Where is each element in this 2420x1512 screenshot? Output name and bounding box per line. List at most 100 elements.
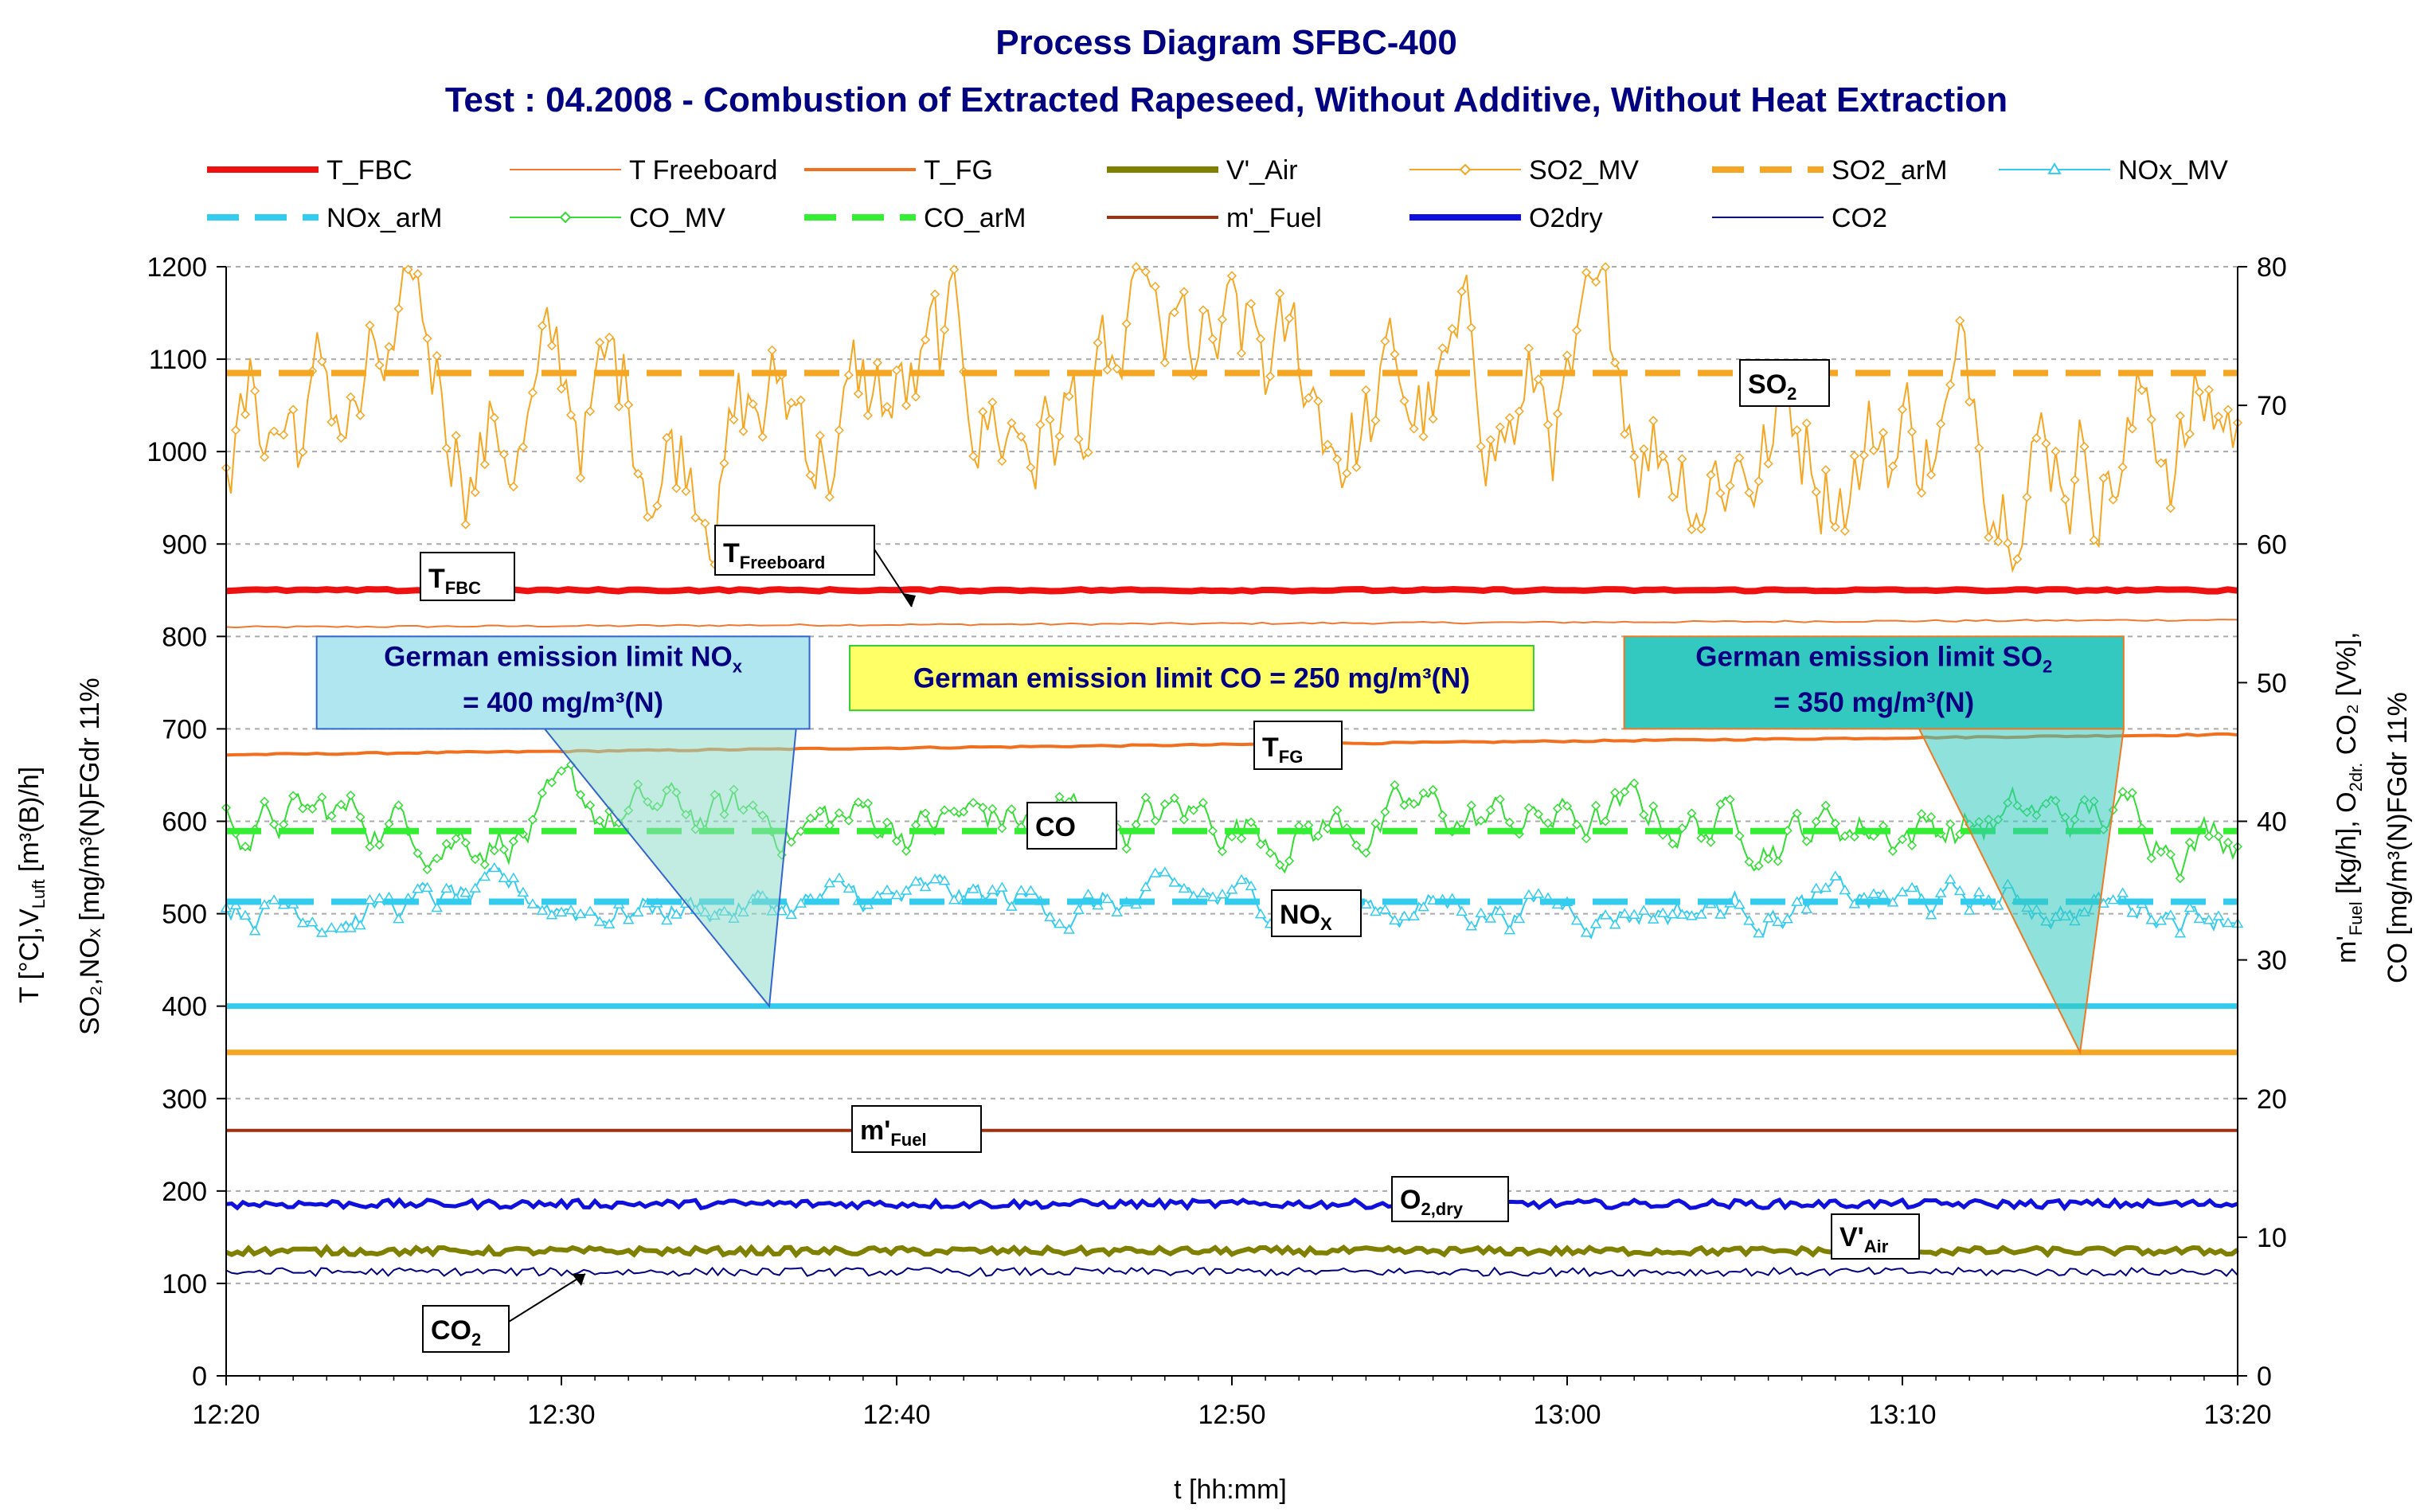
data-point bbox=[1791, 896, 1804, 906]
data-point bbox=[432, 350, 442, 361]
data-point bbox=[1897, 404, 1908, 415]
data-point bbox=[1984, 532, 1994, 542]
annotation-box bbox=[851, 1105, 982, 1153]
data-point bbox=[1763, 854, 1773, 865]
data-point bbox=[1974, 443, 1984, 453]
data-point bbox=[1044, 911, 1056, 921]
data-point bbox=[1390, 349, 1400, 359]
data-point bbox=[767, 345, 777, 355]
data-point bbox=[614, 401, 624, 412]
data-point bbox=[1753, 861, 1764, 871]
series-co2 bbox=[225, 1266, 2238, 1278]
data-point bbox=[1265, 848, 1276, 858]
data-point bbox=[1753, 476, 1764, 486]
data-point bbox=[555, 906, 568, 916]
data-point bbox=[1092, 899, 1104, 910]
data-point bbox=[1217, 846, 1228, 857]
data-point bbox=[1639, 443, 1649, 455]
data-point bbox=[1618, 908, 1631, 918]
data-point bbox=[459, 887, 472, 897]
data-point bbox=[948, 894, 960, 904]
data-point bbox=[508, 482, 518, 492]
data-point bbox=[1140, 881, 1152, 892]
data-point bbox=[537, 787, 548, 799]
data-point bbox=[393, 912, 405, 924]
data-point bbox=[498, 449, 509, 459]
data-point bbox=[796, 826, 806, 837]
data-point bbox=[1380, 336, 1390, 346]
data-point bbox=[1351, 840, 1362, 850]
data-point bbox=[1945, 819, 1956, 830]
data-point bbox=[2108, 494, 2118, 505]
legend-label: NOx_MV bbox=[2118, 155, 2228, 186]
data-point bbox=[1054, 431, 1065, 442]
data-point bbox=[1275, 860, 1285, 870]
data-point bbox=[1437, 810, 1448, 820]
data-point bbox=[1599, 909, 1612, 920]
data-point bbox=[1639, 810, 1649, 820]
data-point bbox=[2117, 787, 2128, 797]
data-point bbox=[1878, 428, 1889, 438]
data-point bbox=[2003, 538, 2013, 549]
data-point bbox=[1093, 338, 1103, 348]
data-point bbox=[624, 400, 634, 410]
data-point bbox=[995, 881, 1008, 892]
legend-label: CO2 bbox=[1832, 203, 1887, 233]
data-point bbox=[1418, 432, 1429, 442]
data-point bbox=[595, 815, 605, 826]
x-tick-label: 12:50 bbox=[1198, 1400, 1265, 1430]
data-point bbox=[298, 447, 308, 457]
data-point bbox=[805, 813, 815, 823]
data-point bbox=[1513, 912, 1526, 924]
data-point bbox=[1466, 800, 1476, 811]
y-left-tick-label: 800 bbox=[162, 622, 207, 652]
data-point bbox=[1466, 322, 1476, 333]
y-axis-left-label-2: SO₂,NOₓ [mg/m³(N)FGdr 11% bbox=[75, 678, 105, 1035]
data-point bbox=[2041, 439, 2051, 449]
data-point bbox=[479, 459, 490, 470]
data-point bbox=[853, 797, 863, 807]
data-point bbox=[1226, 884, 1238, 894]
svg-text:m'Fuel [kg/h], O2dr. CO₂ [V%],: m'Fuel [kg/h], O2dr. CO₂ [V%], bbox=[2332, 631, 2366, 963]
data-point bbox=[2213, 412, 2224, 422]
data-point bbox=[575, 790, 586, 800]
annotation-label: TFBC bbox=[428, 564, 481, 598]
data-point bbox=[1580, 927, 1593, 937]
data-point bbox=[805, 470, 815, 481]
annotation-box bbox=[1391, 1176, 1509, 1222]
data-point bbox=[2203, 385, 2214, 395]
data-point bbox=[882, 817, 893, 827]
data-point bbox=[326, 921, 338, 932]
data-point bbox=[1465, 920, 1478, 931]
data-point bbox=[2203, 914, 2215, 924]
data-point bbox=[1254, 908, 1267, 919]
data-point bbox=[1687, 524, 1697, 535]
data-point bbox=[526, 898, 539, 908]
data-point bbox=[1610, 787, 1621, 798]
data-point bbox=[268, 894, 280, 904]
data-point bbox=[355, 812, 366, 822]
data-point bbox=[412, 269, 423, 279]
data-point bbox=[479, 859, 490, 869]
data-point bbox=[1236, 348, 1247, 358]
data-point bbox=[901, 400, 912, 411]
data-point bbox=[2194, 387, 2204, 397]
data-point bbox=[1016, 432, 1026, 442]
data-point bbox=[240, 409, 251, 420]
data-point bbox=[1562, 350, 1573, 361]
data-point bbox=[834, 425, 844, 436]
data-point bbox=[1877, 889, 1890, 900]
annotation-box bbox=[1253, 721, 1343, 770]
data-point bbox=[1179, 287, 1189, 297]
data-point bbox=[1456, 905, 1468, 916]
data-point bbox=[412, 883, 424, 893]
data-point bbox=[565, 904, 577, 915]
data-point bbox=[1361, 385, 1371, 396]
data-point bbox=[1734, 899, 1746, 909]
data-point bbox=[930, 289, 940, 299]
legend-entry: SO2_arM bbox=[1712, 155, 1948, 186]
data-point bbox=[1313, 830, 1323, 842]
data-point bbox=[326, 811, 337, 821]
data-point bbox=[2184, 838, 2195, 848]
data-point bbox=[374, 360, 385, 370]
